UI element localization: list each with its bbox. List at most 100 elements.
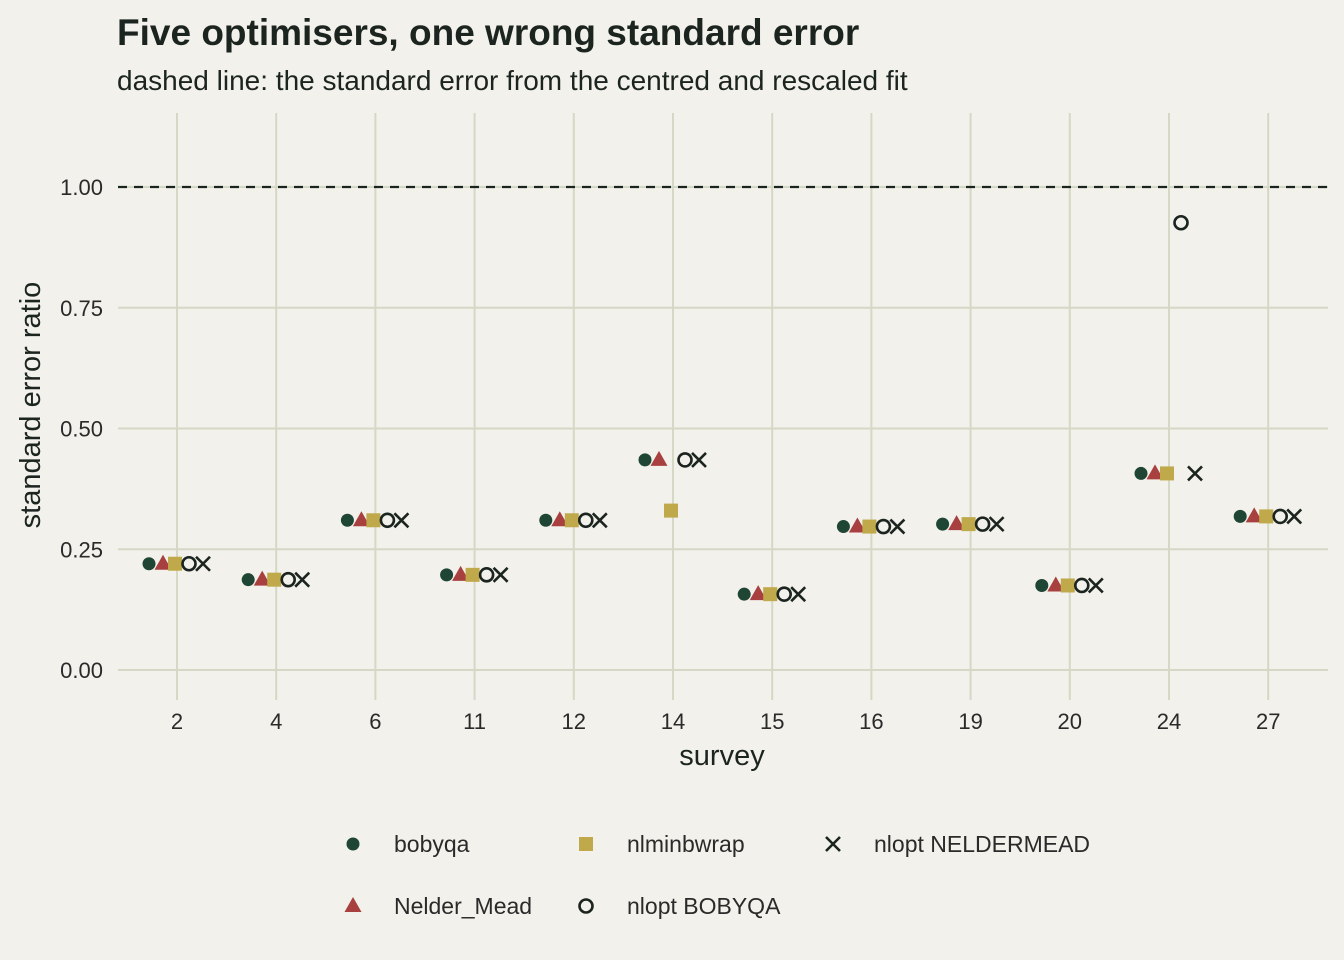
- legend-item-nlopt-bobyqa: nlopt BOBYQA: [578, 893, 781, 919]
- point-nelder-mead: [253, 570, 271, 586]
- y-tick-label: 0.50: [60, 417, 103, 442]
- legend-item-nlopt-neldermead: nlopt NELDERMEAD: [825, 831, 1090, 857]
- x-tick-label: 4: [270, 709, 282, 734]
- point-nlopt-bobyqa: [577, 512, 594, 529]
- x-tick-label: 2: [171, 709, 183, 734]
- point-bobyqa: [340, 513, 354, 527]
- point-nlminbwrap: [465, 567, 480, 582]
- point-bobyqa: [836, 520, 850, 534]
- legend-label: nlopt NELDERMEAD: [874, 831, 1090, 857]
- point-nelder-mead: [1245, 507, 1263, 523]
- x-tick-label: 24: [1157, 709, 1181, 734]
- point-nlopt-neldermead: [988, 516, 1005, 533]
- x-tick-label: 19: [958, 709, 982, 734]
- y-tick-label: 0.25: [60, 537, 103, 562]
- point-bobyqa: [1233, 509, 1247, 523]
- point-nlminbwrap: [168, 556, 182, 571]
- point-bobyqa: [936, 517, 950, 531]
- x-axis-ticks: 2 4 6 11 12 14 15 16 19 20 24 27: [171, 709, 1281, 734]
- point-bobyqa: [1134, 466, 1148, 480]
- point-nlopt-bobyqa: [1272, 508, 1288, 525]
- legend: bobyqa nlminbwrap nlopt NELDERMEAD Nelder_M…: [344, 831, 1090, 919]
- x-tick-label: 16: [859, 709, 883, 734]
- x-tick-label: 12: [562, 709, 586, 734]
- point-nlminbwrap: [366, 513, 381, 528]
- y-tick-label: 0.75: [60, 296, 103, 321]
- y-tick-label: 1.00: [60, 175, 103, 200]
- data-points: [142, 214, 1303, 603]
- point-nlopt-neldermead: [1286, 508, 1303, 525]
- point-bobyqa: [241, 573, 255, 587]
- point-nlopt-bobyqa: [1173, 214, 1189, 231]
- point-nlminbwrap: [1160, 466, 1174, 481]
- point-nlopt-neldermead: [294, 571, 311, 588]
- point-nlminbwrap: [267, 572, 282, 587]
- point-nlopt-neldermead: [790, 586, 807, 603]
- legend-item-nlminbwrap: nlminbwrap: [579, 831, 745, 857]
- x-tick-label: 20: [1058, 709, 1082, 734]
- point-nelder-mead: [1047, 576, 1065, 592]
- point-bobyqa: [440, 568, 454, 582]
- legend-label: nlopt BOBYQA: [627, 893, 781, 919]
- point-nlopt-bobyqa: [1074, 577, 1090, 594]
- point-nlopt-neldermead: [195, 555, 211, 572]
- point-nlopt-neldermead: [889, 518, 906, 535]
- x-tick-label: 15: [760, 709, 784, 734]
- x-tick-label: 14: [661, 709, 685, 734]
- legend-label: bobyqa: [394, 831, 470, 857]
- point-nlopt-bobyqa: [280, 571, 297, 588]
- legend-key-nelder-mead: [344, 897, 362, 912]
- point-nlopt-bobyqa: [875, 518, 892, 535]
- x-tick-label: 11: [463, 709, 486, 734]
- point-bobyqa: [539, 513, 553, 527]
- chart-title: Five optimisers, one wrong standard erro…: [117, 12, 859, 53]
- point-nlopt-bobyqa: [974, 516, 991, 532]
- point-nelder-mead: [749, 585, 767, 601]
- point-nlminbwrap: [862, 519, 877, 534]
- point-bobyqa: [638, 453, 652, 467]
- point-nlopt-bobyqa: [677, 452, 693, 468]
- point-nelder-mead: [650, 450, 668, 466]
- x-axis-label: survey: [679, 740, 765, 772]
- point-nelder-mead: [551, 511, 569, 527]
- legend-item-nelder-mead: Nelder_Mead: [344, 893, 532, 919]
- legend-key-bobyqa: [346, 837, 360, 851]
- point-bobyqa: [737, 587, 751, 601]
- point-nlminbwrap: [564, 513, 579, 528]
- gridlines: [118, 113, 1328, 700]
- point-nlopt-neldermead: [492, 566, 509, 583]
- point-nlopt-bobyqa: [379, 512, 396, 529]
- point-nlminbwrap: [961, 517, 976, 532]
- y-tick-label: 0.00: [60, 658, 103, 683]
- point-nlopt-neldermead: [393, 512, 410, 529]
- point-nlopt-neldermead: [591, 512, 608, 529]
- point-nlopt-neldermead: [1087, 577, 1104, 594]
- y-axis-label: standard error ratio: [15, 282, 47, 529]
- point-nelder-mead: [452, 565, 470, 581]
- point-bobyqa: [142, 557, 156, 571]
- legend-label: Nelder_Mead: [394, 893, 532, 919]
- point-nlminbwrap: [1259, 509, 1274, 524]
- point-nelder-mead: [848, 517, 866, 533]
- chart-subtitle: dashed line: the standard error from the…: [117, 65, 908, 96]
- x-tick-label: 27: [1256, 709, 1280, 734]
- legend-key-nlopt-bobyqa: [578, 898, 594, 914]
- point-nlopt-bobyqa: [776, 586, 793, 602]
- point-nelder-mead: [948, 515, 966, 531]
- point-nelder-mead: [154, 554, 172, 570]
- legend-item-bobyqa: bobyqa: [346, 831, 470, 857]
- x-tick-label: 6: [369, 709, 381, 734]
- point-nlminbwrap: [1060, 578, 1075, 593]
- legend-key-nlminbwrap: [579, 837, 593, 851]
- point-nelder-mead: [1146, 464, 1164, 480]
- point-bobyqa: [1035, 578, 1049, 592]
- point-nelder-mead: [352, 511, 370, 527]
- point-nlopt-bobyqa: [181, 555, 197, 572]
- point-nlminbwrap: [763, 587, 778, 602]
- point-nlopt-neldermead: [1187, 465, 1203, 482]
- y-axis-ticks: 0.00 0.25 0.50 0.75 1.00: [60, 175, 103, 683]
- legend-key-nlopt-neldermead: [825, 836, 841, 852]
- legend-label: nlminbwrap: [627, 831, 745, 857]
- point-nlminbwrap: [664, 503, 678, 518]
